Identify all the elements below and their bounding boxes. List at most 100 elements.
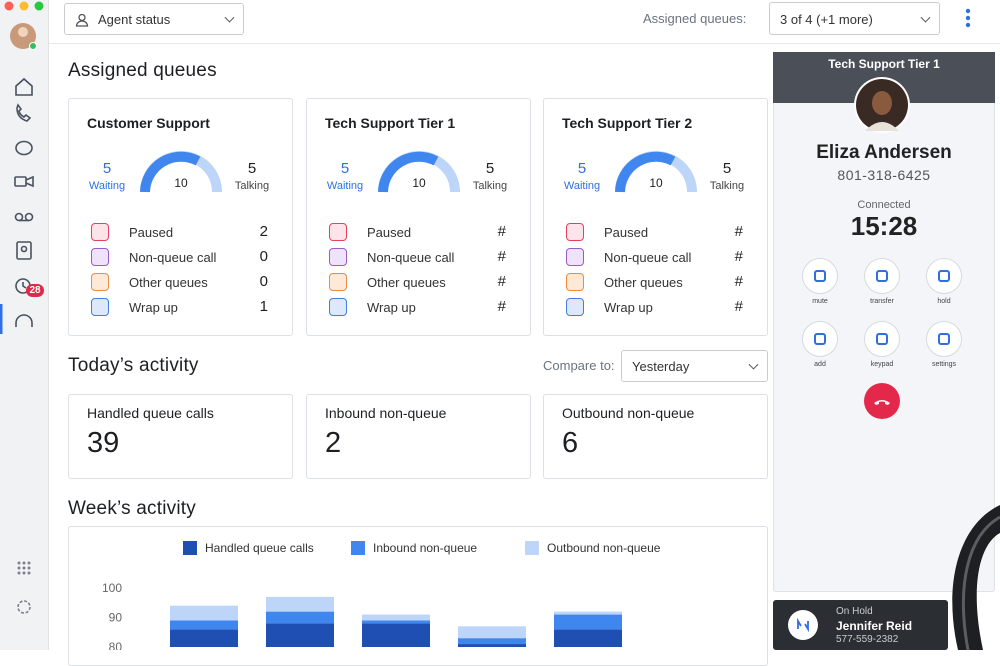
stat-label: Paused <box>129 225 174 240</box>
agent-status-dropdown[interactable]: Agent status <box>64 3 244 35</box>
stat-value: # <box>497 248 506 265</box>
bar-segment <box>458 638 526 645</box>
stat-icon <box>91 273 109 291</box>
activity-value: 6 <box>562 427 579 459</box>
stat-value: # <box>734 273 743 290</box>
stat-label: Non-queue call <box>129 250 217 265</box>
activity-card: Inbound non-queue 2 <box>306 394 531 479</box>
call-timer: 15:28 <box>850 211 918 241</box>
call-button-label: add <box>814 361 826 368</box>
call-button-icon <box>876 270 888 282</box>
compare-dropdown[interactable]: Yesterday <box>621 350 768 382</box>
stat-label: Wrap up <box>367 300 416 315</box>
bar-segment <box>266 623 334 647</box>
legend-swatch <box>351 541 365 555</box>
stat-icon <box>566 298 584 316</box>
stat-icon <box>329 248 347 266</box>
bar-segment <box>170 620 238 630</box>
chevron <box>224 12 235 23</box>
more-menu[interactable] <box>962 8 974 30</box>
week-chart: Handled queue calls Inbound non-queue Outb… <box>102 541 661 650</box>
bar-segment <box>458 626 526 639</box>
stat-icon <box>91 248 109 266</box>
stat-label: Paused <box>604 225 649 240</box>
talking-label: Talking <box>234 180 270 192</box>
gauge-value: 10 <box>649 176 663 190</box>
chevron <box>920 12 931 23</box>
call-button-icon <box>814 270 826 282</box>
call-button[interactable] <box>864 258 900 294</box>
stat-value: 1 <box>259 298 268 315</box>
gauge-value: 10 <box>412 176 426 190</box>
gauge-fill <box>140 151 201 193</box>
call-button-icon <box>938 270 950 282</box>
section-title: Assigned queues <box>68 60 217 81</box>
agent-status-text: Agent status <box>98 12 171 27</box>
talking-count: 5 <box>722 160 732 177</box>
sidebar-icons <box>0 1 44 614</box>
call-status: Connected <box>857 199 911 211</box>
bar-segment <box>266 611 334 624</box>
bar-segment <box>362 620 430 624</box>
stat-value: # <box>734 223 743 240</box>
stat-value: # <box>734 298 743 315</box>
stat-icon <box>566 223 584 241</box>
compare-label: Compare to: <box>543 358 615 373</box>
notification-badge: 28 <box>26 284 44 297</box>
waiting-label: Waiting <box>563 180 601 192</box>
talking-label: Talking <box>709 180 745 192</box>
caller-avatar <box>854 77 910 133</box>
talking-label: Talking <box>472 180 508 192</box>
stat-label: Wrap up <box>604 300 653 315</box>
legend-label: Handled queue calls <box>205 541 314 555</box>
stat-label: Other queues <box>129 275 208 290</box>
legend-swatch <box>183 541 197 555</box>
gauge-fill <box>378 151 439 193</box>
call-button-icon <box>876 333 888 345</box>
talking-count: 5 <box>247 160 257 177</box>
call-button[interactable] <box>802 258 838 294</box>
stat-value: 2 <box>259 223 268 240</box>
activity-card: Outbound non-queue 6 <box>543 394 768 479</box>
call-button-label: hold <box>937 298 951 305</box>
queue-name: Tech Support Tier 1 <box>325 115 456 131</box>
end-call-button[interactable] <box>863 382 901 420</box>
call-button[interactable] <box>926 258 962 294</box>
call-button[interactable] <box>926 321 962 357</box>
assigned-queues-label: Assigned queues: <box>643 11 747 26</box>
activity-value: 39 <box>87 427 120 459</box>
assigned-queues-dropdown[interactable]: 3 of 4 (+1 more) <box>769 2 940 35</box>
stat-label: Other queues <box>604 275 683 290</box>
stat-label: Non-queue call <box>367 250 455 265</box>
hold-name: Jennifer Reid <box>836 619 913 633</box>
bar-segment <box>362 614 430 621</box>
legend-label: Outbound non-queue <box>547 541 661 555</box>
queue-name: Tech Support Tier 2 <box>562 115 693 131</box>
activity-label: Inbound non-queue <box>325 405 447 421</box>
legend-label: Inbound non-queue <box>373 541 477 555</box>
call-button[interactable] <box>802 321 838 357</box>
gauge <box>378 151 460 193</box>
talking-count: 5 <box>485 160 495 177</box>
waiting-count: 5 <box>102 160 112 177</box>
call-button[interactable] <box>864 321 900 357</box>
call-button-label: mute <box>812 298 828 305</box>
call-button-icon <box>938 333 950 345</box>
caller-name: Eliza Andersen <box>816 142 952 163</box>
bar-segment <box>554 611 622 615</box>
compare-value: Yesterday <box>632 359 690 374</box>
stat-icon <box>329 223 347 241</box>
bar-segment <box>170 605 238 621</box>
hold-icon <box>788 610 818 640</box>
y-tick-label: 80 <box>109 640 123 650</box>
gauge-value: 10 <box>174 176 188 190</box>
gauge <box>615 151 697 193</box>
activity-card: Handled queue calls 39 <box>68 394 293 479</box>
legend-swatch <box>525 541 539 555</box>
bar-segment <box>554 614 622 630</box>
stat-value: # <box>497 273 506 290</box>
waiting-label: Waiting <box>326 180 364 192</box>
waiting-count: 5 <box>340 160 350 177</box>
stat-label: Non-queue call <box>604 250 692 265</box>
